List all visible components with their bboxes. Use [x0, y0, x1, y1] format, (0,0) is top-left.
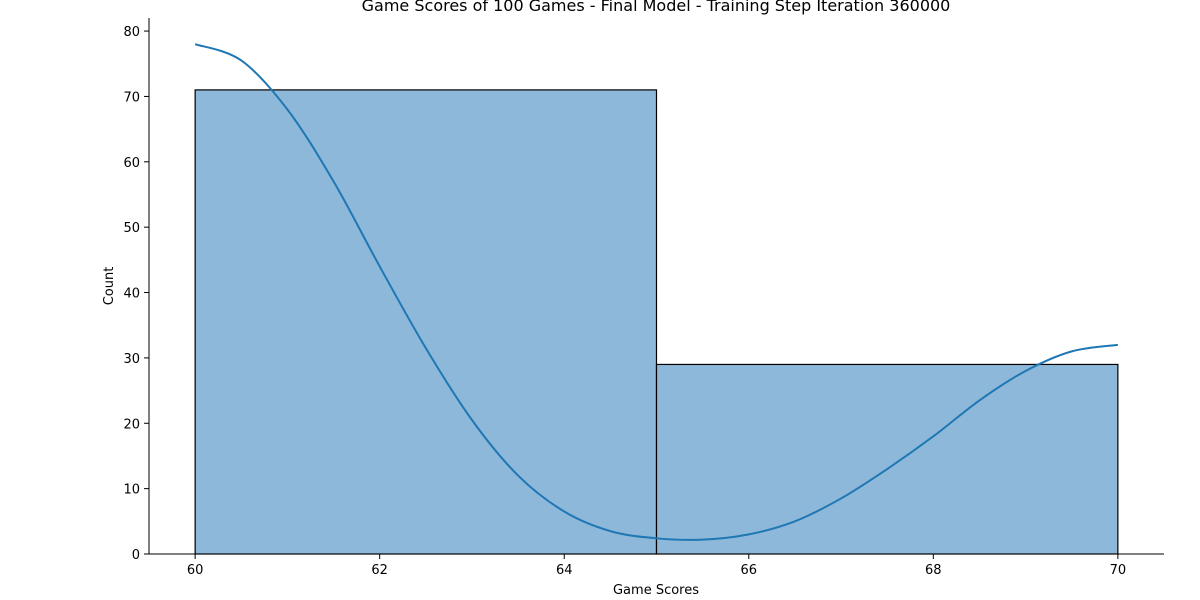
x-tick-label: 64 [556, 563, 573, 578]
y-tick-label: 20 [123, 417, 140, 432]
y-tick-label: 30 [123, 352, 140, 367]
y-ticks-group: 0 10 20 30 40 50 60 70 80 [123, 25, 149, 563]
x-tick-label: 62 [371, 563, 388, 578]
x-tick-label: 68 [925, 563, 942, 578]
y-tick-label: 80 [123, 25, 140, 40]
histogram-bar-2 [655, 363, 1119, 555]
y-tick-label: 70 [123, 90, 140, 105]
x-tick-label: 66 [740, 563, 757, 578]
y-tick-label: 50 [123, 221, 140, 236]
bars-group [194, 89, 1119, 555]
x-tick-label: 70 [1110, 563, 1127, 578]
x-ticks-group: 60 62 64 66 68 70 [187, 554, 1126, 578]
x-tick-label: 60 [187, 563, 204, 578]
y-axis-label: Count [102, 267, 117, 306]
x-axis-label: Game Scores [613, 583, 699, 598]
kde-curve [194, 43, 1119, 541]
histogram-bar-1 [194, 89, 658, 555]
y-tick-label: 40 [123, 287, 140, 302]
y-tick-label: 0 [132, 548, 140, 563]
y-tick-label: 60 [123, 156, 140, 171]
chart-title: Game Scores of 100 Games - Final Model -… [362, 0, 951, 15]
y-tick-label: 10 [123, 483, 140, 498]
